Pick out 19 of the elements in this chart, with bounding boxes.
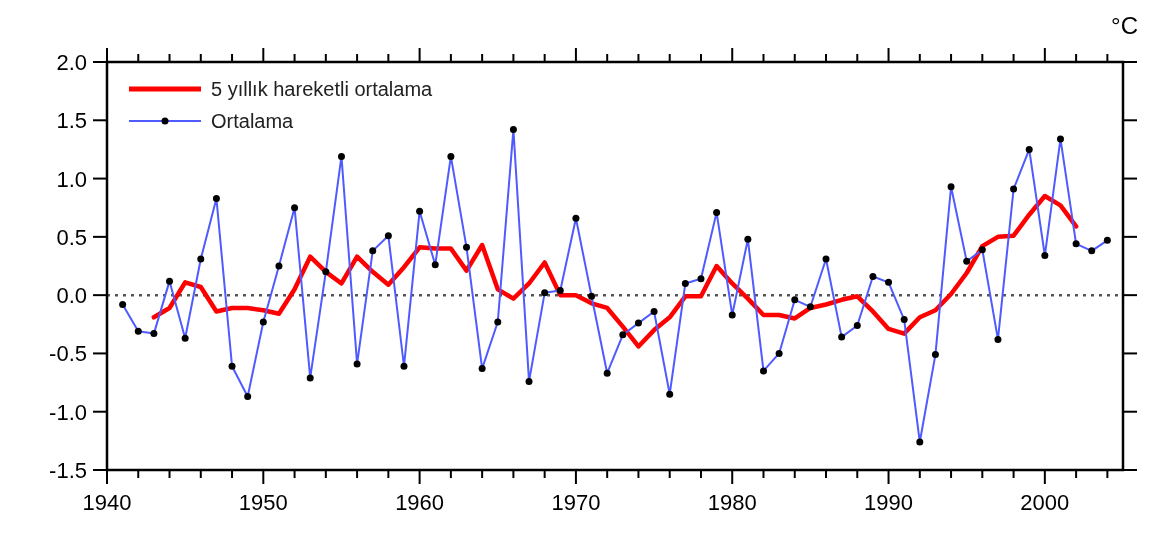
y-tick-label: 0.5 xyxy=(56,224,87,250)
legend-label: Ortalama xyxy=(211,110,295,132)
y-tick-label: -1.5 xyxy=(49,458,87,483)
x-tick-label: 1970 xyxy=(551,490,601,515)
y-axis-title: °C xyxy=(1111,12,1138,39)
x-tick-label: 1940 xyxy=(82,490,132,515)
x-tick-label: 1960 xyxy=(395,490,445,515)
y-tick-label: 1.5 xyxy=(56,108,87,134)
line-series xyxy=(151,193,1079,349)
y-tick-label: -1.0 xyxy=(49,399,87,425)
y-tick-label: 1.0 xyxy=(56,166,87,192)
legend-label: 5 yıllık hareketli ortalama xyxy=(211,78,434,100)
x-tick-label: 1980 xyxy=(707,490,757,515)
y-tick-label: 2.0 xyxy=(56,50,87,75)
y-tick-label: -0.5 xyxy=(49,341,87,367)
x-tick-label: 1950 xyxy=(238,490,288,515)
y-tick-label: 0.0 xyxy=(56,283,87,309)
x-tick-label: 1990 xyxy=(864,490,914,515)
x-tick-label: 2000 xyxy=(1020,490,1070,515)
